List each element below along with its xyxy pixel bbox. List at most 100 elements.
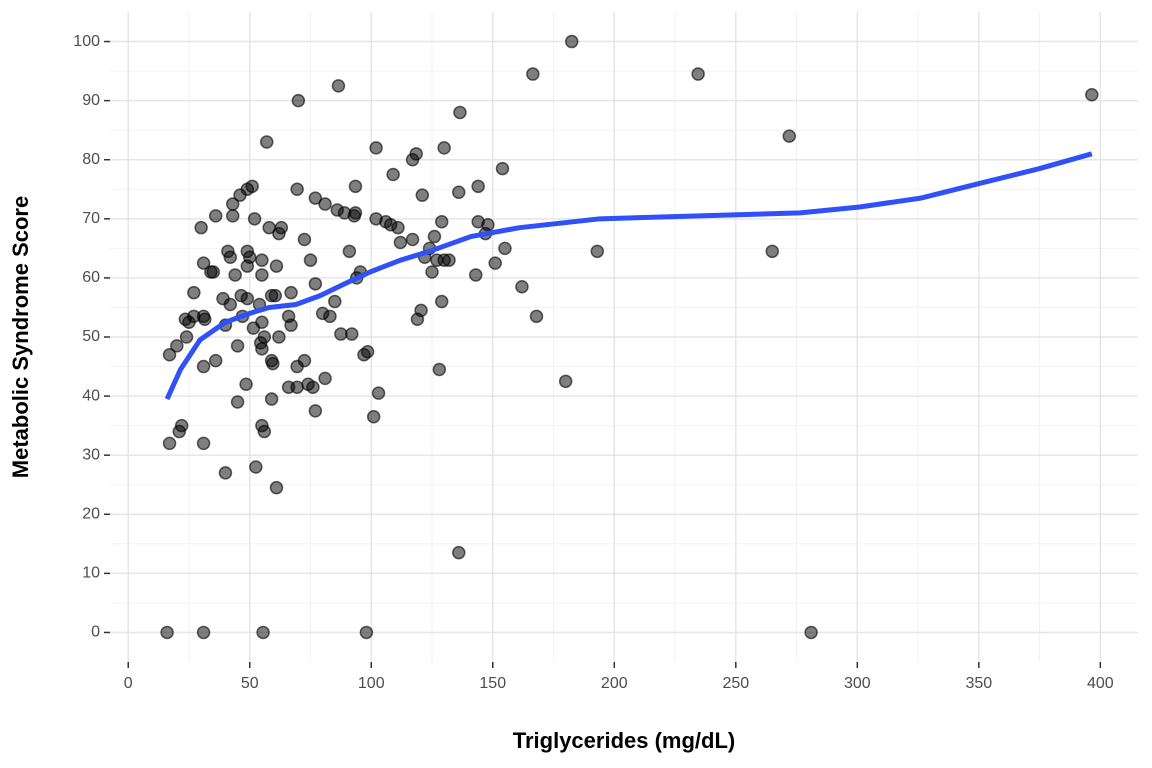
point xyxy=(432,362,447,377)
point xyxy=(409,147,423,161)
point xyxy=(174,418,189,433)
y-tick-label: 90 xyxy=(82,92,100,109)
point xyxy=(187,309,201,324)
point xyxy=(371,386,386,400)
point xyxy=(427,229,442,244)
point xyxy=(434,294,449,309)
point xyxy=(255,268,269,282)
point xyxy=(194,220,208,235)
point xyxy=(274,220,289,235)
point xyxy=(162,347,177,362)
point xyxy=(262,220,276,235)
point xyxy=(255,253,269,267)
y-tick-label: 0 xyxy=(91,624,100,641)
y-axis-label: Metabolic Syndrome Score xyxy=(8,196,33,478)
point xyxy=(308,277,323,291)
x-tick-label: 300 xyxy=(844,675,871,692)
point xyxy=(256,625,270,640)
point xyxy=(495,161,510,176)
point xyxy=(315,306,330,321)
y-tick-label: 60 xyxy=(82,269,100,286)
point xyxy=(264,392,279,406)
point xyxy=(529,309,544,324)
point xyxy=(255,315,269,329)
point xyxy=(469,268,483,282)
point xyxy=(515,280,529,294)
point xyxy=(245,179,259,194)
point xyxy=(249,460,263,474)
point xyxy=(765,244,779,259)
point xyxy=(230,339,245,353)
x-tick-label: 200 xyxy=(601,675,628,692)
point xyxy=(348,179,363,194)
point xyxy=(360,345,375,359)
point xyxy=(240,244,255,259)
point xyxy=(393,235,408,250)
y-tick-label: 30 xyxy=(82,446,100,463)
x-tick-label: 100 xyxy=(358,675,385,692)
point xyxy=(247,212,262,226)
point xyxy=(1085,87,1099,102)
point xyxy=(297,232,312,247)
point xyxy=(272,330,286,344)
point xyxy=(162,436,177,451)
point xyxy=(308,404,323,418)
point xyxy=(691,67,705,81)
point xyxy=(425,265,439,279)
point xyxy=(284,285,298,300)
point xyxy=(221,244,235,259)
point xyxy=(405,232,420,247)
point xyxy=(434,215,449,229)
x-tick-label: 150 xyxy=(479,675,506,692)
y-tick-label: 40 xyxy=(82,387,100,404)
point xyxy=(291,93,306,108)
x-tick-label: 0 xyxy=(124,675,133,692)
point xyxy=(230,395,245,409)
y-tick-label: 20 xyxy=(82,505,100,522)
point xyxy=(526,67,540,81)
point xyxy=(383,217,398,232)
point xyxy=(196,256,211,270)
point xyxy=(451,185,466,199)
x-tick-label: 250 xyxy=(722,675,749,692)
point xyxy=(170,339,184,353)
point xyxy=(266,356,280,371)
point xyxy=(345,327,359,341)
point xyxy=(328,294,342,309)
y-tick-label: 70 xyxy=(82,210,100,227)
point xyxy=(348,206,363,220)
point xyxy=(331,79,346,93)
y-tick-label: 100 xyxy=(73,33,100,50)
point xyxy=(488,256,502,270)
point xyxy=(498,241,512,256)
point xyxy=(228,268,242,282)
point xyxy=(318,197,332,211)
point xyxy=(225,209,240,223)
point xyxy=(290,380,304,394)
point xyxy=(187,285,201,300)
point xyxy=(260,135,274,149)
point xyxy=(303,253,318,267)
point xyxy=(386,167,400,182)
point xyxy=(590,244,605,259)
point xyxy=(451,545,466,560)
point xyxy=(179,330,194,344)
point xyxy=(269,259,284,273)
x-tick-label: 50 xyxy=(241,675,259,692)
point xyxy=(225,197,240,211)
point xyxy=(257,424,272,439)
point xyxy=(437,253,451,267)
point xyxy=(196,625,211,640)
point xyxy=(359,625,374,640)
point xyxy=(306,380,320,394)
point xyxy=(369,141,383,155)
y-tick-label: 80 xyxy=(82,151,100,168)
point xyxy=(415,188,430,202)
point xyxy=(204,265,218,279)
point xyxy=(342,244,357,259)
point xyxy=(208,209,223,223)
point xyxy=(281,309,296,324)
point xyxy=(564,34,579,49)
y-tick-label: 10 xyxy=(82,565,100,582)
point xyxy=(269,480,284,495)
